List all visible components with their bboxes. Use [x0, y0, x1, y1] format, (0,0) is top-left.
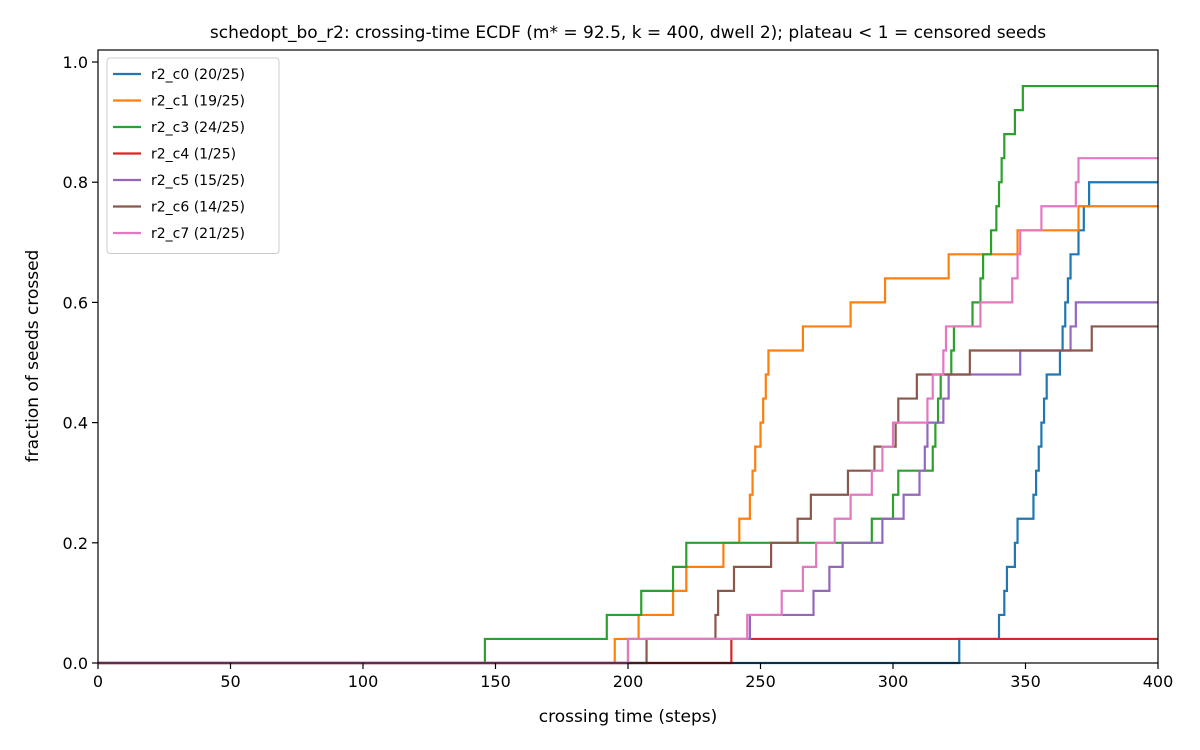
legend-label-6: r2_c7 (21/25) [151, 226, 245, 242]
y-axis-label: fraction of seeds crossed [23, 250, 43, 463]
x-tick-label: 300 [878, 672, 909, 691]
x-tick-label: 100 [348, 672, 379, 691]
legend-label-5: r2_c6 (14/25) [151, 200, 245, 216]
x-tick-label: 150 [480, 672, 511, 691]
y-tick-label: 0.0 [63, 654, 88, 673]
legend-box [106, 57, 280, 254]
x-tick-label: 50 [220, 672, 240, 691]
y-tick-label: 0.2 [63, 534, 88, 553]
legend-label-2: r2_c3 (24/25) [151, 120, 245, 136]
x-axis: 0 50 100 150 200 250 300 350 400 [93, 663, 1173, 691]
y-tick-label: 0.6 [63, 293, 88, 312]
series-line-6 [98, 157, 1158, 665]
x-tick-label: 200 [613, 672, 644, 691]
legend-label-4: r2_c5 (15/25) [151, 173, 245, 189]
x-tick-label: 400 [1143, 672, 1174, 691]
x-tick-label: 350 [1010, 672, 1041, 691]
series-line-0 [98, 181, 1158, 665]
x-tick-label: 250 [745, 672, 776, 691]
legend: r2_c0 (20/25) r2_c1 (19/25) r2_c3 (24/25) r… [106, 57, 280, 254]
y-tick-label: 0.8 [63, 173, 88, 192]
series-line-4 [98, 301, 1158, 665]
legend-label-3: r2_c4 (1/25) [151, 147, 236, 163]
x-tick-label: 0 [93, 672, 103, 691]
y-tick-label: 1.0 [63, 53, 88, 72]
y-tick-label: 0.4 [63, 414, 88, 433]
x-axis-label: crossing time (steps) [539, 707, 717, 727]
y-axis: 0.0 0.2 0.4 0.6 0.8 1.0 [63, 53, 98, 673]
chart-title: schedopt_bo_r2: crossing-time ECDF (m* =… [210, 23, 1046, 43]
series-line-1 [98, 205, 1158, 665]
legend-label-1: r2_c1 (19/25) [151, 94, 245, 110]
series-line-5 [98, 325, 1158, 665]
legend-label-0: r2_c0 (20/25) [151, 67, 245, 83]
